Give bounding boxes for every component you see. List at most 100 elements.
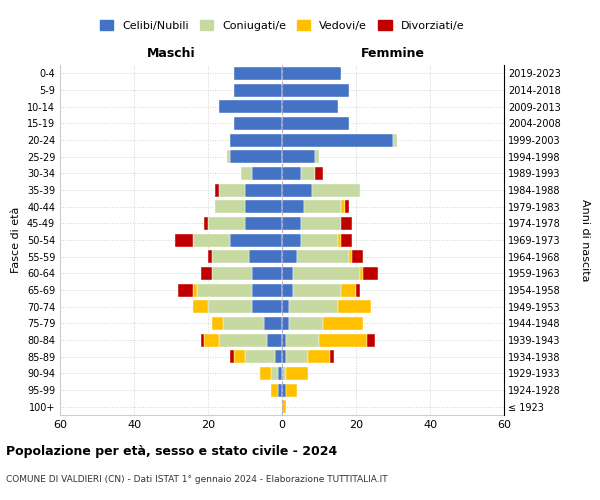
Text: Maschi: Maschi [146,47,196,60]
Bar [282,67,341,80]
Bar [341,284,356,296]
Bar [282,234,301,246]
Bar [341,234,352,246]
Bar [286,367,308,380]
Bar [253,300,282,313]
Bar [271,384,278,396]
Bar [253,167,282,180]
Bar [282,384,286,396]
Bar [204,217,208,230]
Bar [289,317,323,330]
Bar [215,200,245,213]
Bar [345,200,349,213]
Text: COMUNE DI VALDIERI (CN) - Dati ISTAT 1° gennaio 2024 - Elaborazione TUTTITALIA.I: COMUNE DI VALDIERI (CN) - Dati ISTAT 1° … [6,475,388,484]
Bar [208,217,245,230]
Bar [253,284,282,296]
Bar [282,350,286,363]
Bar [178,284,193,296]
Bar [316,150,319,163]
Bar [234,84,282,96]
Bar [282,284,293,296]
Bar [293,284,341,296]
Bar [245,184,282,196]
Bar [234,117,282,130]
Legend: Celibi/Nubili, Coniugati/e, Vedovi/e, Divorziati/e: Celibi/Nubili, Coniugati/e, Vedovi/e, Di… [98,18,466,34]
Bar [341,217,352,230]
Bar [215,184,219,196]
Bar [219,184,245,196]
Bar [193,234,230,246]
Bar [175,234,193,246]
Bar [323,317,364,330]
Bar [282,100,337,113]
Bar [308,350,330,363]
Bar [330,350,334,363]
Bar [337,234,341,246]
Bar [286,384,297,396]
Bar [234,67,282,80]
Bar [230,234,282,246]
Bar [282,267,293,280]
Bar [297,250,349,263]
Bar [349,250,352,263]
Y-axis label: Fasce di età: Fasce di età [11,207,21,273]
Bar [230,350,234,363]
Bar [212,267,253,280]
Bar [230,150,282,163]
Bar [282,134,393,146]
Bar [282,300,289,313]
Bar [282,167,301,180]
Bar [208,300,253,313]
Bar [245,217,282,230]
Bar [337,300,371,313]
Bar [282,317,289,330]
Bar [193,300,208,313]
Bar [282,84,349,96]
Bar [275,350,282,363]
Bar [311,184,360,196]
Bar [208,250,212,263]
Bar [204,334,219,346]
Bar [360,267,364,280]
Bar [282,150,316,163]
Bar [212,317,223,330]
Bar [367,334,374,346]
Bar [260,367,271,380]
Bar [193,284,197,296]
Bar [249,250,282,263]
Bar [200,267,212,280]
Bar [200,334,204,346]
Bar [364,267,378,280]
Bar [289,300,337,313]
Bar [219,334,267,346]
Bar [282,334,286,346]
Bar [341,200,345,213]
Bar [301,217,341,230]
Bar [286,334,319,346]
Bar [282,400,286,413]
Text: Femmine: Femmine [361,47,425,60]
Bar [227,150,230,163]
Bar [278,367,282,380]
Bar [212,250,249,263]
Text: Popolazione per età, sesso e stato civile - 2024: Popolazione per età, sesso e stato civil… [6,445,337,458]
Bar [282,367,286,380]
Bar [316,167,323,180]
Bar [393,134,397,146]
Bar [197,284,253,296]
Bar [293,267,360,280]
Bar [245,350,275,363]
Bar [241,167,253,180]
Bar [356,284,360,296]
Bar [234,350,245,363]
Bar [223,317,263,330]
Bar [230,134,282,146]
Bar [282,250,297,263]
Bar [219,100,282,113]
Bar [301,234,337,246]
Bar [286,350,308,363]
Bar [282,184,311,196]
Bar [271,367,278,380]
Bar [319,334,367,346]
Bar [301,167,316,180]
